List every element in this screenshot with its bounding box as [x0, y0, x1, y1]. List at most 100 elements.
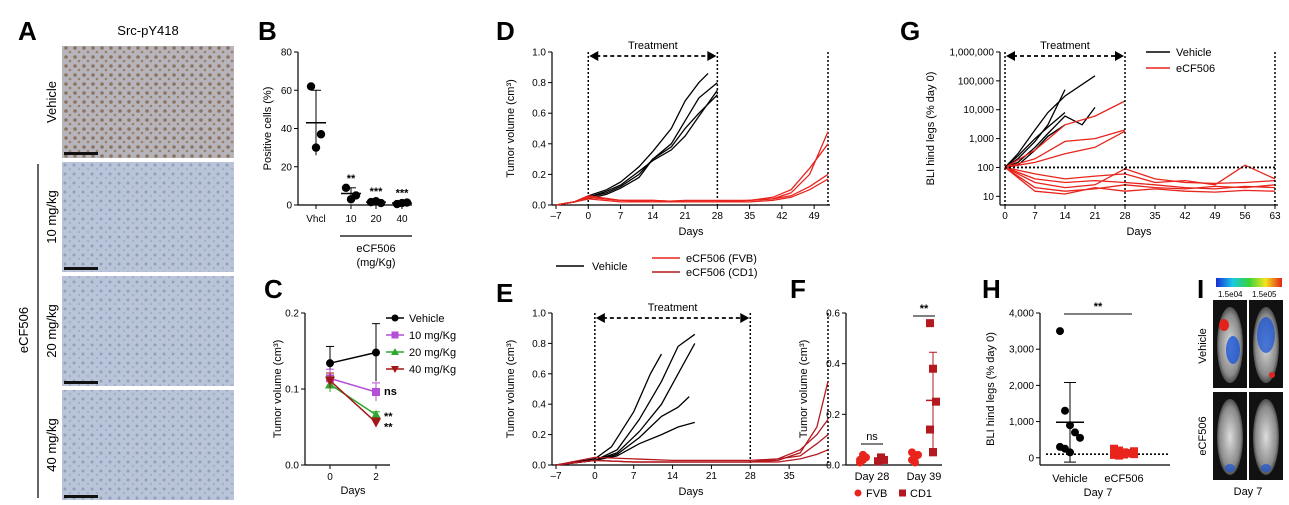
x-axis-label: eCF506 [356, 243, 395, 255]
y-tick-label: 3,000 [1009, 345, 1034, 356]
heat-colorbar [1216, 278, 1282, 287]
series-line [555, 434, 829, 466]
bli-signal [1226, 336, 1240, 364]
colorbar-max-label: 1.5e05 [1252, 290, 1277, 299]
x-tick-label: 0 [327, 472, 333, 483]
series-line [1004, 129, 1126, 169]
y-tick-label: 60 [281, 86, 293, 97]
panel-label-b: B [258, 16, 277, 46]
panel-c-chart: 0.0 0.1 0.2 Tumor volume (cm³) 0 2 Days Vehicle… [272, 309, 456, 498]
x-axis-label: (mg/Kg) [356, 257, 395, 269]
data-point [914, 450, 922, 459]
series-line [555, 449, 829, 466]
y-tick-label: 100,000 [958, 76, 995, 87]
y-tick-label: 10 [983, 192, 995, 203]
scale-bar [64, 495, 98, 498]
data-point [926, 319, 934, 328]
series-line [1004, 130, 1126, 169]
mouse-body [1217, 399, 1243, 475]
data-point [371, 409, 381, 419]
y-tick-label: 0.0 [532, 461, 546, 472]
significance-label: ** [1094, 301, 1103, 313]
legend-label-cd1: eCF506 (CD1) [686, 267, 758, 279]
y-axis-label: Tumor volume (cm³) [272, 340, 284, 439]
panel-i: 1.5e04 1.5e05 Vehicle eCF506 Day 7 [1197, 278, 1283, 498]
arrowhead-left [1006, 51, 1015, 61]
y-axis-label: BLI hind legs (% day 0) [925, 72, 937, 186]
x-tick-label: 40 [396, 214, 408, 225]
row-label-40: 40 mg/kg [44, 418, 59, 471]
legend-label-fvb: eCF506 (FVB) [686, 253, 757, 265]
x-tick-label: 63 [1269, 211, 1281, 222]
micrograph-40 [62, 390, 234, 500]
x-tick-label: 35 [744, 211, 756, 222]
data-point [1056, 327, 1064, 336]
scale-bar [64, 381, 98, 384]
x-axis-label: Days [678, 226, 704, 238]
x-tick-label: 42 [1179, 211, 1191, 222]
x-tick-label: Vhcl [306, 214, 325, 225]
significance-label: ** [347, 173, 356, 185]
legend-label: Vehicle [1176, 47, 1211, 59]
data-point [932, 397, 940, 406]
x-tick-label: 49 [809, 211, 821, 222]
legend-marker [391, 348, 399, 355]
data-point [306, 82, 316, 91]
arrowhead-left [595, 313, 605, 323]
y-tick-label: 1,000 [969, 134, 994, 145]
series-line [329, 380, 377, 423]
significance-label: ** [384, 411, 393, 423]
bli-signal [1257, 317, 1275, 353]
y-tick-label: 100 [977, 163, 994, 174]
panel-label-i: I [1197, 274, 1204, 304]
x-tick-label: Day 28 [855, 471, 890, 483]
bli-signal [1269, 372, 1275, 378]
data-point [326, 359, 334, 368]
data-point [1110, 450, 1118, 459]
series-line [555, 353, 663, 466]
bli-row-label-vehicle: Vehicle [1197, 328, 1209, 363]
x-tick-label: 10 [345, 214, 357, 225]
x-tick-label: 21 [680, 211, 692, 222]
series-line [555, 94, 718, 206]
legend-marker [391, 331, 399, 339]
x-tick-label: 49 [1209, 211, 1221, 222]
bli-signal [1261, 464, 1271, 472]
y-tick-label: 0.0 [285, 461, 299, 472]
legend-label: eCF506 [1176, 63, 1215, 75]
panel-label-d: D [496, 16, 515, 46]
arrowhead-right [740, 313, 750, 323]
y-tick-label: 10,000 [963, 105, 994, 116]
x-tick-label: 0 [592, 471, 598, 482]
data-point [316, 130, 326, 139]
data-point [908, 448, 916, 457]
y-tick-label: 0 [286, 201, 292, 212]
data-point [1076, 433, 1084, 442]
x-axis-label: Day 7 [1084, 487, 1113, 499]
data-point [341, 183, 351, 192]
series-line [1004, 75, 1096, 168]
series-line [1004, 164, 1276, 186]
y-tick-label: 1,000 [1009, 417, 1034, 428]
y-tick-label: 0.6 [532, 369, 546, 380]
legend-label: Vehicle [409, 313, 444, 325]
panel-f-chart: 0.0 0.2 0.4 0.6 Tumor volume (cm³) Day 28 Day … [798, 303, 942, 500]
legend-label-vehicle: Vehicle [592, 261, 627, 273]
legend-marker [899, 489, 906, 497]
data-point [1115, 451, 1123, 460]
y-tick-label: 0.4 [826, 359, 840, 370]
y-tick-label: 0.4 [532, 139, 546, 150]
x-tick-label: 7 [618, 211, 624, 222]
legend-label: 10 mg/Kg [409, 330, 456, 342]
x-tick-label: 7 [1032, 211, 1038, 222]
panel-b-chart: 0 20 40 60 80 Positive cells (%) Vhcl 10 ** 20 ***… [262, 48, 412, 269]
x-tick-label: 21 [1089, 211, 1101, 222]
x-tick-label: 35 [784, 471, 796, 482]
significance-label: *** [396, 187, 410, 199]
bli-row-label-ecf506: eCF506 [1197, 416, 1209, 455]
data-point [372, 348, 380, 357]
scale-bar [64, 267, 98, 270]
data-point [311, 143, 321, 152]
series-line [555, 72, 709, 206]
series-line [1004, 107, 1096, 169]
